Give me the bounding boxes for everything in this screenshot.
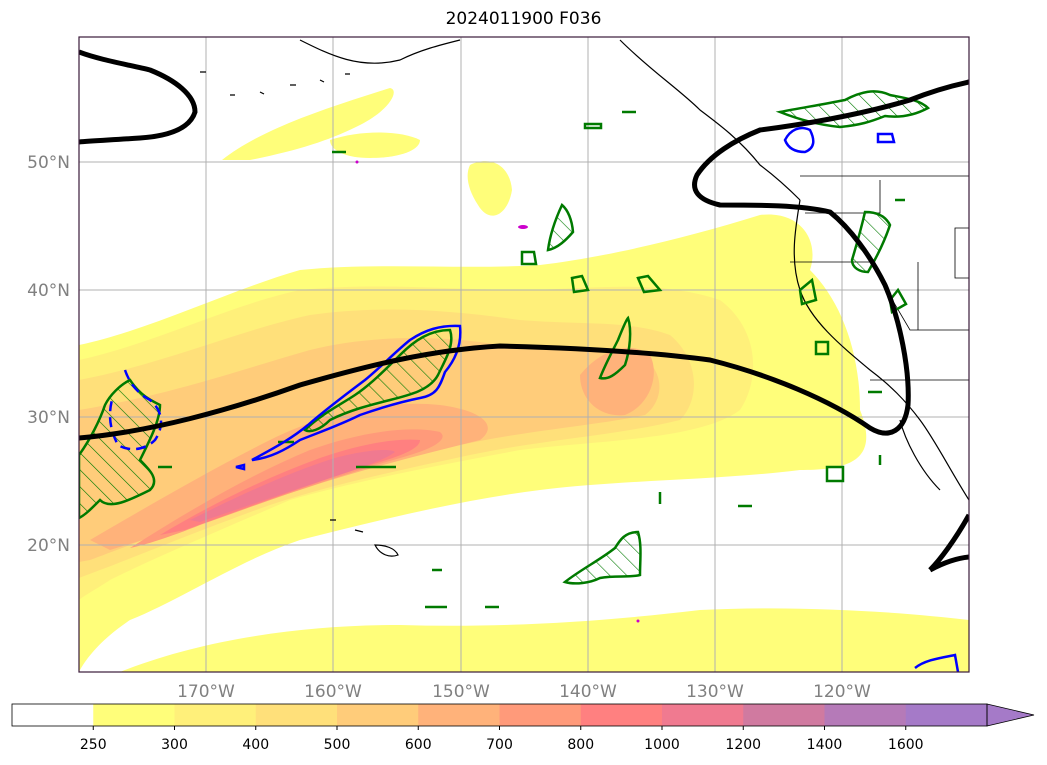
lat-label-40: 40°N xyxy=(27,281,70,301)
colorbar-segment xyxy=(905,704,988,726)
colorbar-segment xyxy=(255,704,338,726)
colorbar-tick-label: 1600 xyxy=(888,737,924,753)
thick-contour-nw xyxy=(79,49,198,145)
colorbar-segment xyxy=(499,704,582,726)
colorbar-segment xyxy=(12,704,94,726)
colorbar-segment xyxy=(743,704,825,726)
colorbar-tick-labels: 250 300 400 500 600 700 800 1000 1200 1400 1600 xyxy=(80,726,924,753)
green-contour-small8 xyxy=(825,465,845,483)
alaska-southeast xyxy=(619,39,801,201)
ivt-band-250-blob xyxy=(467,161,512,216)
blue-contour-se xyxy=(914,653,960,672)
lat-label-30: 30°N xyxy=(27,408,70,428)
green-contour-small7 xyxy=(814,340,830,356)
green-contour-mid1 xyxy=(546,202,575,252)
lat-label-50: 50°N xyxy=(27,153,70,173)
green-contour-small5 xyxy=(798,277,818,306)
alaska-coast xyxy=(299,39,461,64)
colorbar-segment xyxy=(93,704,175,726)
colorbar-extend-arrow xyxy=(986,703,1035,727)
map-title: 2024011900 F036 xyxy=(445,9,602,29)
coastlines xyxy=(200,39,969,557)
colorbar-segments xyxy=(12,704,988,726)
ivt-band-250-north xyxy=(222,88,394,160)
colorbar: 250 300 400 500 600 700 800 1000 1200 1400 1600 xyxy=(11,703,1035,753)
colorbar-tick-label: 400 xyxy=(242,737,269,753)
longitude-labels: 170°W 160°W 150°W 140°W 130°W 120°W xyxy=(177,682,871,702)
thick-contour-se xyxy=(928,513,969,573)
lon-label-150w: 150°W xyxy=(432,682,490,702)
lon-label-120w: 120°W xyxy=(813,682,871,702)
colorbar-tick-label: 500 xyxy=(324,737,351,753)
aleutian-islands xyxy=(200,71,350,96)
thick-contours xyxy=(79,49,969,573)
colorbar-segment xyxy=(337,704,419,726)
thick-contour-main xyxy=(79,79,969,441)
ivt-band-600-east xyxy=(580,347,654,416)
green-contour-small3 xyxy=(636,274,663,294)
lon-label-140w: 140°W xyxy=(559,682,617,702)
colorbar-tick-label: 600 xyxy=(405,737,432,753)
ivt-band-250-nw xyxy=(330,132,420,158)
colorbar-segment xyxy=(824,704,907,726)
blue-contour-ne1 xyxy=(783,126,815,154)
green-contour-ne xyxy=(775,90,931,129)
lon-label-130w: 130°W xyxy=(686,682,744,702)
green-contour-small2 xyxy=(570,274,590,294)
blue-contour-ne2 xyxy=(876,132,896,144)
hawaii-islands xyxy=(330,519,399,557)
green-contour-dash8 xyxy=(583,122,603,130)
lon-label-170w: 170°W xyxy=(177,682,235,702)
lon-label-160w: 160°W xyxy=(304,682,362,702)
colorbar-tick-label: 1400 xyxy=(807,737,843,753)
green-contour-small1 xyxy=(520,250,538,266)
colorbar-segment xyxy=(580,704,663,726)
blue-contour-small xyxy=(235,463,246,471)
latitude-labels: 50°N 40°N 30°N 20°N xyxy=(27,153,70,556)
colorbar-tick-label: 700 xyxy=(486,737,513,753)
green-contour-west xyxy=(79,378,162,520)
colorbar-tick-label: 250 xyxy=(80,737,107,753)
colorbar-tick-label: 1200 xyxy=(725,737,761,753)
map-frame xyxy=(78,36,970,673)
colorbar-tick-label: 1000 xyxy=(644,737,680,753)
green-contour-small4 xyxy=(850,210,892,274)
magenta-markers xyxy=(355,160,640,623)
green-contour-south xyxy=(562,530,642,585)
ivt-shading xyxy=(79,88,969,672)
ivt-band-250-south xyxy=(120,608,969,672)
colorbar-tick-label: 300 xyxy=(161,737,188,753)
lat-label-20: 20°N xyxy=(27,536,70,556)
colorbar-segment xyxy=(174,704,257,726)
ivt-band-1000 xyxy=(190,450,395,522)
colorbar-segment xyxy=(662,704,744,726)
colorbar-tick-label: 800 xyxy=(567,737,594,753)
green-contours xyxy=(79,90,931,609)
west-coast xyxy=(793,199,969,501)
colorbar-segment xyxy=(418,704,500,726)
blue-contour-west xyxy=(108,369,163,451)
